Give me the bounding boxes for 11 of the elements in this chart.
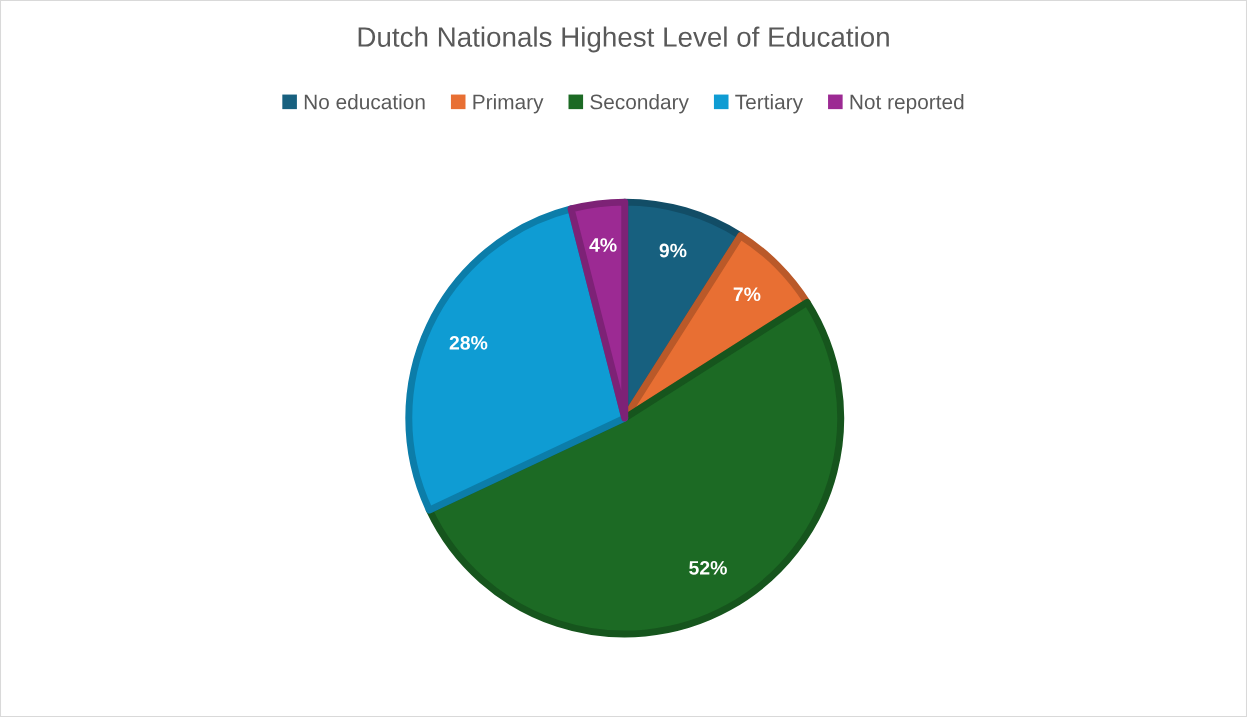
data-label: 7% — [733, 287, 761, 302]
legend-label: Primary — [473, 94, 544, 114]
legend-label: Not reported — [850, 94, 964, 114]
chart-title: Dutch Nationals Highest Level of Education — [358, 26, 889, 53]
data-label: 52% — [689, 560, 727, 575]
legend-label: No education — [304, 94, 425, 110]
legend-label: Secondary — [590, 94, 689, 114]
data-label: 28% — [449, 335, 488, 350]
legend-label: Tertiary — [735, 94, 804, 114]
data-label: 9% — [659, 243, 687, 258]
data-label: 4% — [589, 238, 617, 252]
